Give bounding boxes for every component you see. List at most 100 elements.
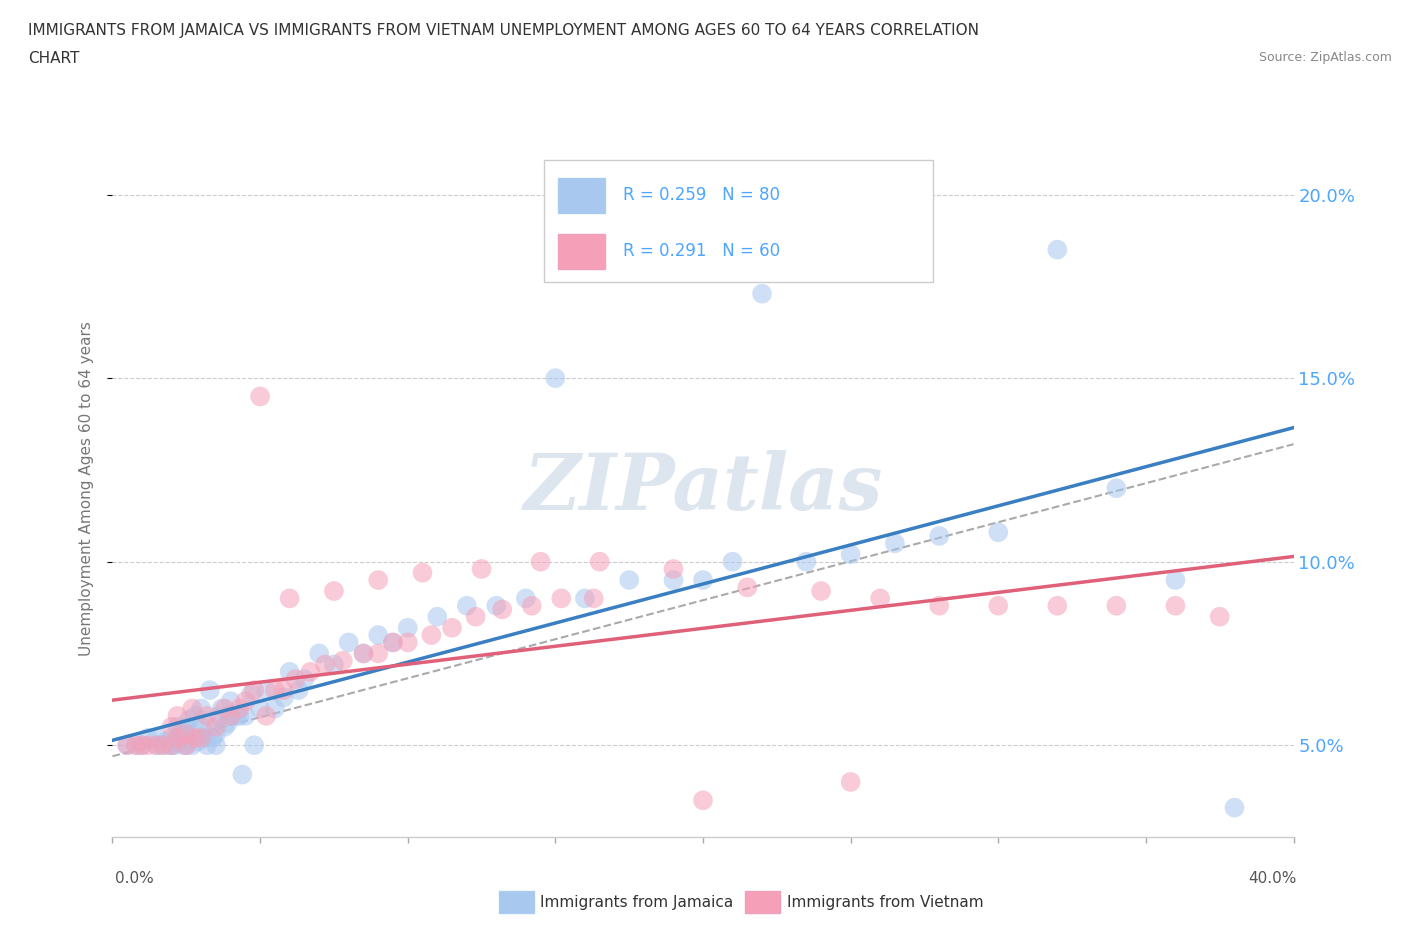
Point	[367, 646, 389, 661]
Point	[136, 730, 159, 745]
Point	[751, 286, 773, 301]
Point	[219, 694, 242, 709]
Point	[155, 734, 177, 749]
Point	[240, 686, 263, 701]
Y-axis label: Unemployment Among Ages 60 to 64 years: Unemployment Among Ages 60 to 64 years	[79, 321, 94, 656]
Point	[529, 554, 551, 569]
Point	[928, 598, 950, 613]
Point	[662, 562, 685, 577]
Point	[352, 646, 374, 661]
Point	[163, 737, 186, 752]
Point	[190, 701, 212, 716]
Point	[233, 709, 256, 724]
Point	[264, 701, 287, 716]
Point	[125, 737, 148, 752]
Point	[146, 737, 169, 752]
Point	[928, 528, 950, 543]
Point	[146, 730, 169, 745]
Point	[382, 635, 405, 650]
Point	[485, 598, 508, 613]
Point	[1164, 598, 1187, 613]
Point	[662, 573, 685, 588]
Point	[987, 525, 1010, 539]
Point	[884, 536, 907, 551]
Point	[582, 591, 605, 605]
Point	[287, 683, 309, 698]
Text: 0.0%: 0.0%	[115, 871, 155, 886]
Point	[166, 720, 188, 735]
Point	[198, 720, 221, 735]
Point	[157, 737, 180, 752]
Point	[550, 591, 572, 605]
Point	[426, 609, 449, 624]
Point	[464, 609, 486, 624]
Point	[264, 683, 287, 698]
Point	[174, 737, 197, 752]
Point	[181, 737, 204, 752]
Point	[184, 730, 207, 745]
Point	[160, 730, 183, 745]
Point	[520, 598, 543, 613]
Point	[588, 554, 610, 569]
Point	[219, 709, 242, 724]
Point	[323, 657, 346, 671]
Point	[515, 591, 537, 605]
Point	[208, 709, 231, 724]
Point	[214, 701, 236, 716]
Point	[619, 573, 641, 588]
Point	[839, 775, 862, 790]
Point	[396, 620, 419, 635]
Point	[737, 580, 759, 595]
Point	[228, 701, 250, 716]
Point	[278, 591, 301, 605]
Point	[146, 737, 169, 752]
Point	[491, 602, 513, 617]
Point	[201, 730, 224, 745]
Text: 40.0%: 40.0%	[1249, 871, 1296, 886]
Point	[1105, 598, 1128, 613]
Point	[1046, 598, 1069, 613]
Point	[411, 565, 433, 580]
Point	[217, 716, 239, 731]
FancyBboxPatch shape	[544, 161, 934, 283]
Point	[441, 620, 464, 635]
Point	[470, 562, 494, 577]
Point	[166, 709, 188, 724]
Point	[692, 793, 714, 808]
Point	[249, 389, 271, 404]
Point	[1105, 481, 1128, 496]
Text: ZIPatlas: ZIPatlas	[523, 450, 883, 526]
Point	[544, 371, 567, 386]
Point	[181, 701, 204, 716]
Point	[136, 737, 159, 752]
Point	[166, 730, 188, 745]
Point	[810, 584, 832, 599]
Point	[187, 734, 209, 749]
Point	[839, 547, 862, 562]
Text: R = 0.259   N = 80: R = 0.259 N = 80	[623, 186, 780, 205]
Point	[233, 694, 256, 709]
Point	[869, 591, 891, 605]
Point	[184, 709, 207, 724]
Point	[184, 726, 207, 741]
Point	[254, 709, 277, 724]
Point	[214, 720, 236, 735]
Point	[456, 598, 478, 613]
Point	[205, 720, 228, 735]
Point	[1164, 573, 1187, 588]
Text: Immigrants from Jamaica: Immigrants from Jamaica	[540, 895, 733, 910]
Point	[195, 737, 218, 752]
Point	[284, 671, 307, 686]
Point	[420, 628, 443, 643]
Point	[172, 737, 194, 752]
Point	[160, 737, 183, 752]
Point	[174, 720, 197, 735]
Point	[190, 730, 212, 745]
Text: CHART: CHART	[28, 51, 80, 66]
Point	[254, 683, 277, 698]
Point	[152, 737, 174, 752]
FancyBboxPatch shape	[558, 178, 605, 213]
Point	[205, 726, 228, 741]
Point	[117, 737, 138, 752]
Point	[179, 712, 201, 727]
